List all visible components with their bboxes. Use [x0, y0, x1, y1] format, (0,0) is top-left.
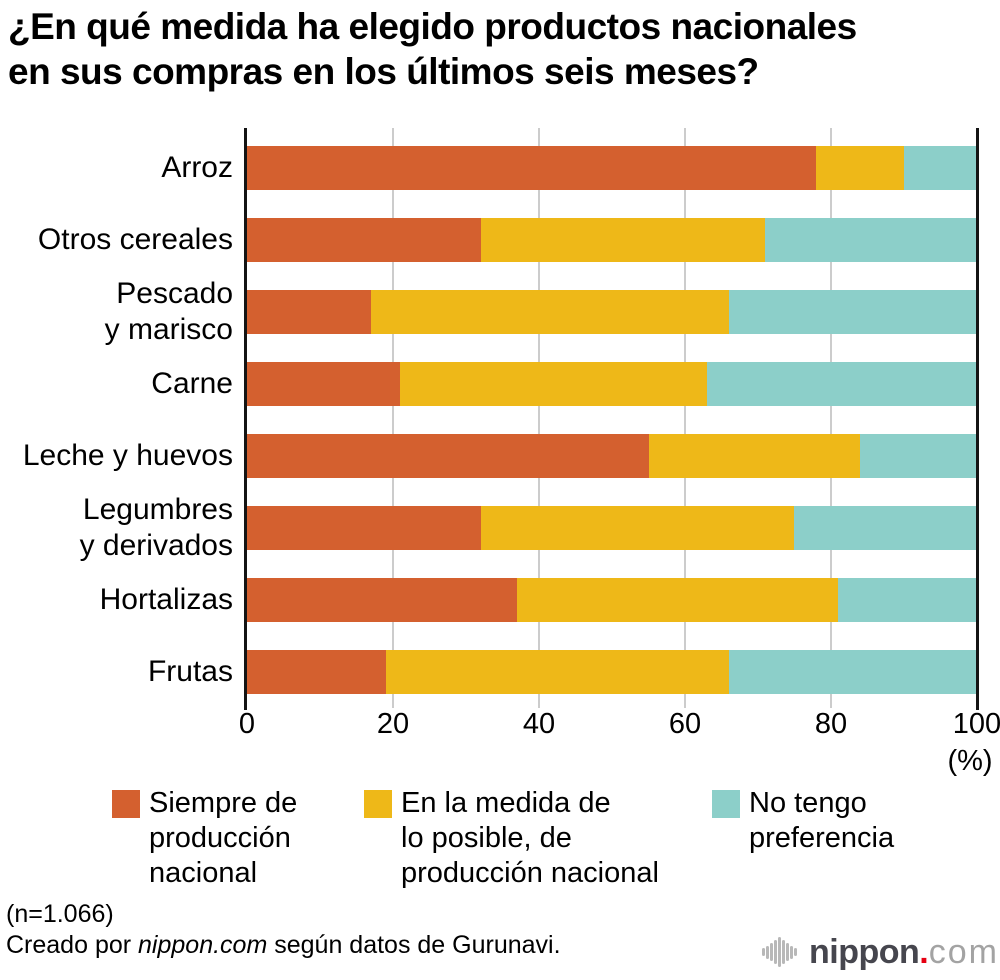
gridline-40 — [538, 128, 540, 708]
bar-segment-siempre-de — [247, 434, 649, 478]
bar-row-legumbres-y-derivados — [247, 506, 977, 550]
bar-row-carne — [247, 362, 977, 406]
logo-dot: . — [919, 932, 929, 971]
category-labels: Arroz Otros cereales Pescado y marisco Carne… — [0, 128, 233, 700]
bar-row-hortalizas — [247, 578, 977, 622]
plot-area — [244, 128, 979, 710]
legend-item-siempre-de: Siempre de producción nacional — [112, 786, 297, 891]
sample-size-note: (n=1.066) — [6, 900, 114, 928]
soundwave-icon — [762, 937, 798, 967]
chart-title: ¿En qué medida ha elegido productos naci… — [8, 4, 857, 94]
bar-row-frutas — [247, 650, 977, 694]
bar-segment-siempre-de — [247, 218, 481, 262]
x-tick-0: 0 — [238, 708, 256, 740]
logo-text-com: com — [928, 932, 999, 971]
bar-segment-en-la — [480, 506, 795, 550]
legend: Siempre de producción nacional En la medida… — [0, 786, 1000, 901]
legend-item-en-la-medida-de: En la medida de lo posible, de producción … — [364, 786, 659, 891]
category-label-frutas: Frutas — [147, 655, 233, 688]
logo-text-nippon: nippon — [809, 932, 920, 971]
bar-segment-en-la — [480, 218, 766, 262]
legend-label: No tengo preferencia — [749, 787, 895, 854]
bar-segment-en-la — [816, 146, 904, 190]
x-axis-unit-label: (%) — [947, 745, 993, 777]
y-axis-line — [244, 128, 247, 710]
bar-segment-en-la — [385, 650, 729, 694]
bar-segment-siempre-de — [247, 650, 386, 694]
bar-row-arroz — [247, 146, 977, 190]
x-tick-80: 80 — [814, 708, 848, 740]
x-tick-40: 40 — [522, 708, 556, 740]
category-label-pescado-y-marisco: Pescado y marisco — [104, 277, 233, 346]
bar-segment-siempre-de — [247, 362, 401, 406]
footer: (n=1.066) Creado por nippon.com según da… — [6, 899, 561, 961]
gridline-80 — [830, 128, 832, 708]
category-label-hortalizas: Hortalizas — [99, 583, 233, 616]
category-label-otros-cereales: Otros cereales — [37, 223, 233, 256]
credit-source: nippon.com — [138, 931, 268, 959]
category-label-leche-y-huevos: Leche y huevos — [22, 439, 233, 472]
credit-prefix: Creado por — [6, 931, 139, 959]
bar-segment-siempre-de — [247, 290, 372, 334]
bar-segment-no-tengo — [765, 218, 977, 262]
bar-segment-siempre-de — [247, 146, 817, 190]
x-tick-60: 60 — [668, 708, 702, 740]
bar-segment-en-la — [517, 578, 839, 622]
chart-title-line1: ¿En qué medida ha elegido productos naci… — [8, 6, 857, 47]
gridline-20 — [392, 128, 394, 708]
right-frame-line — [976, 128, 979, 710]
legend-item-no-tengo: No tengo preferencia — [712, 786, 894, 856]
bar-segment-no-tengo — [728, 650, 977, 694]
credit-line: Creado por nippon.com según datos de Gur… — [6, 930, 561, 961]
x-axis-ticks: 0 20 40 60 80 100 — [239, 708, 1000, 744]
bar-segment-en-la — [400, 362, 707, 406]
chart-title-line2: en sus compras en los últimos seis meses… — [8, 51, 759, 92]
bar-segment-no-tengo — [706, 362, 977, 406]
bar-segment-siempre-de — [247, 506, 481, 550]
legend-swatch — [364, 790, 392, 818]
legend-swatch — [712, 790, 740, 818]
credit-suffix: según datos de Gurunavi. — [267, 931, 561, 959]
bar-segment-en-la — [371, 290, 729, 334]
bar-row-leche-y-huevos — [247, 434, 977, 478]
gridline-60 — [684, 128, 686, 708]
legend-label: Siempre de producción nacional — [149, 787, 298, 889]
bar-segment-no-tengo — [838, 578, 977, 622]
category-label-carne: Carne — [151, 367, 233, 400]
bar-segment-siempre-de — [247, 578, 518, 622]
category-label-arroz: Arroz — [161, 151, 233, 184]
bar-row-otros-cereales — [247, 218, 977, 262]
bar-segment-no-tengo — [903, 146, 977, 190]
nippon-logo: nippon . com — [762, 930, 999, 974]
x-tick-100: 100 — [952, 708, 1000, 740]
x-tick-20: 20 — [376, 708, 410, 740]
bar-segment-no-tengo — [794, 506, 977, 550]
bar-segment-en-la — [648, 434, 861, 478]
legend-label: En la medida de lo posible, de producción … — [401, 787, 659, 889]
bar-segment-no-tengo — [860, 434, 977, 478]
legend-swatch — [112, 790, 140, 818]
bar-row-pescado-y-marisco — [247, 290, 977, 334]
category-label-legumbres-y-derivados: Legumbres y derivados — [79, 493, 233, 562]
bar-segment-no-tengo — [728, 290, 977, 334]
